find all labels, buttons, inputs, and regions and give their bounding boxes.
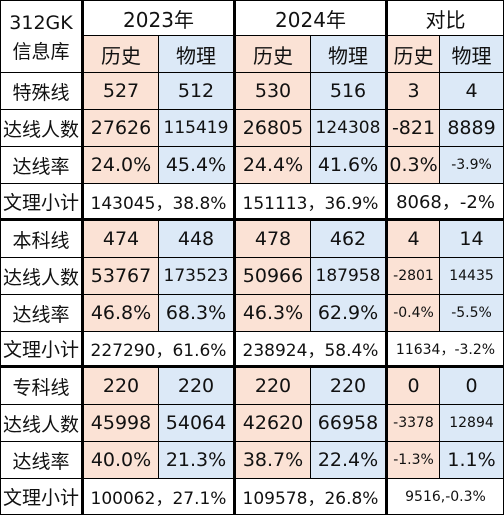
value-cell: 66958 xyxy=(311,405,388,442)
value-cell: -1.3% xyxy=(388,442,440,479)
row-label: 文理小计 xyxy=(0,479,84,515)
subject-history: 历史 xyxy=(236,36,311,73)
subtotal-cell: 8068，-2% xyxy=(388,184,504,221)
value-cell: 115419 xyxy=(159,110,236,147)
value-cell: 24.0% xyxy=(84,147,159,184)
row-label: 达线人数 xyxy=(0,405,84,442)
value-cell: 42620 xyxy=(236,405,311,442)
value-cell: -3378 xyxy=(388,405,440,442)
subtotal-cell: 109578，26.8% xyxy=(236,479,388,515)
value-cell: 0 xyxy=(388,368,440,405)
corner-label: 312GK 信息库 xyxy=(0,0,84,73)
value-cell: -2801 xyxy=(388,258,440,295)
value-cell: 54064 xyxy=(159,405,236,442)
value-cell: 3 xyxy=(388,73,440,110)
subtotal-cell: 11634，-3.2% xyxy=(388,332,504,368)
value-cell: 38.7% xyxy=(236,442,311,479)
subject-history: 历史 xyxy=(388,36,440,73)
value-cell: 220 xyxy=(84,368,159,405)
value-cell: 12894 xyxy=(440,405,504,442)
row-label: 达线率 xyxy=(0,442,84,479)
value-cell: 187958 xyxy=(311,258,388,295)
subtotal-cell: 100062，27.1% xyxy=(84,479,236,515)
value-cell: 220 xyxy=(236,368,311,405)
value-cell: 45998 xyxy=(84,405,159,442)
value-cell: 478 xyxy=(236,221,311,258)
row-label: 特殊线 xyxy=(0,73,84,110)
value-cell: 24.4% xyxy=(236,147,311,184)
value-cell: 462 xyxy=(311,221,388,258)
value-cell: 27626 xyxy=(84,110,159,147)
value-cell: -5.5% xyxy=(440,295,504,332)
row-label: 达线率 xyxy=(0,295,84,332)
row-label: 文理小计 xyxy=(0,184,84,221)
value-cell: 68.3% xyxy=(159,295,236,332)
value-cell: 516 xyxy=(311,73,388,110)
value-cell: 40.0% xyxy=(84,442,159,479)
value-cell: 53767 xyxy=(84,258,159,295)
value-cell: 8889 xyxy=(440,110,504,147)
subject-physics: 物理 xyxy=(311,36,388,73)
value-cell: 220 xyxy=(311,368,388,405)
value-cell: 14 xyxy=(440,221,504,258)
subject-physics: 物理 xyxy=(159,36,236,73)
value-cell: 474 xyxy=(84,221,159,258)
value-cell: 0 xyxy=(440,368,504,405)
row-label: 文理小计 xyxy=(0,332,84,368)
subject-history: 历史 xyxy=(84,36,159,73)
value-cell: 50966 xyxy=(236,258,311,295)
subtotal-cell: 227290，61.6% xyxy=(84,332,236,368)
value-cell: 46.8% xyxy=(84,295,159,332)
subtotal-cell: 9516,-0.3% xyxy=(388,479,504,515)
value-cell: 220 xyxy=(159,368,236,405)
value-cell: -0.4% xyxy=(388,295,440,332)
year-header: 2024年 xyxy=(236,0,388,36)
value-cell: 26805 xyxy=(236,110,311,147)
year-header: 2023年 xyxy=(84,0,236,36)
value-cell: 0.3% xyxy=(388,147,440,184)
row-label: 达线人数 xyxy=(0,258,84,295)
value-cell: 45.4% xyxy=(159,147,236,184)
row-label: 本科线 xyxy=(0,221,84,258)
subtotal-cell: 151113，36.9% xyxy=(236,184,388,221)
subject-physics: 物理 xyxy=(440,36,504,73)
subtotal-cell: 143045，38.8% xyxy=(84,184,236,221)
value-cell: 41.6% xyxy=(311,147,388,184)
value-cell: -821 xyxy=(388,110,440,147)
value-cell: 4 xyxy=(388,221,440,258)
row-label: 专科线 xyxy=(0,368,84,405)
value-cell: 527 xyxy=(84,73,159,110)
value-cell: 4 xyxy=(440,73,504,110)
value-cell: 14435 xyxy=(440,258,504,295)
value-cell: 530 xyxy=(236,73,311,110)
value-cell: 22.4% xyxy=(311,442,388,479)
value-cell: 173523 xyxy=(159,258,236,295)
subtotal-cell: 238924，58.4% xyxy=(236,332,388,368)
value-cell: 448 xyxy=(159,221,236,258)
value-cell: 124308 xyxy=(311,110,388,147)
value-cell: 21.3% xyxy=(159,442,236,479)
value-cell: 512 xyxy=(159,73,236,110)
value-cell: 62.9% xyxy=(311,295,388,332)
value-cell: 1.1% xyxy=(440,442,504,479)
value-cell: 46.3% xyxy=(236,295,311,332)
row-label: 达线人数 xyxy=(0,110,84,147)
value-cell: -3.9% xyxy=(440,147,504,184)
row-label: 达线率 xyxy=(0,147,84,184)
year-header: 对比 xyxy=(388,0,504,36)
